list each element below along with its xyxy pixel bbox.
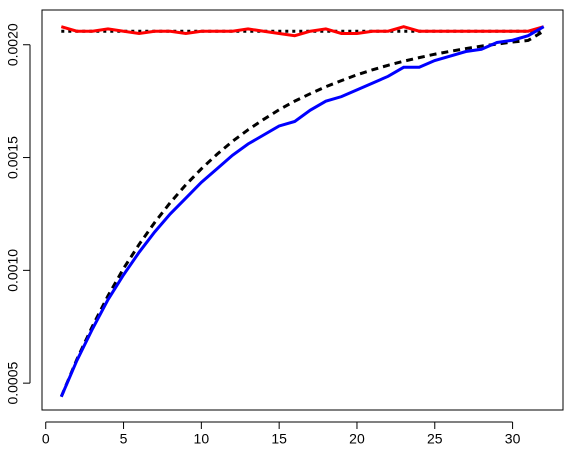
x-tick-label: 0 [42, 431, 50, 447]
x-tick-label: 25 [427, 431, 443, 447]
x-tick-label: 30 [505, 431, 521, 447]
y-tick-label: 0.0010 [5, 249, 21, 292]
series-line [59, 25, 545, 398]
y-tick-label: 0.0020 [5, 23, 21, 66]
x-tick-label: 10 [194, 431, 210, 447]
series-line [60, 25, 545, 38]
series-line [59, 29, 545, 398]
x-tick-label: 5 [120, 431, 128, 447]
y-tick-label: 0.0015 [5, 136, 21, 179]
plot-box [41, 9, 564, 411]
y-tick-label: 0.0005 [5, 362, 21, 405]
x-tick-label: 15 [271, 431, 287, 447]
x-tick-label: 20 [349, 431, 365, 447]
